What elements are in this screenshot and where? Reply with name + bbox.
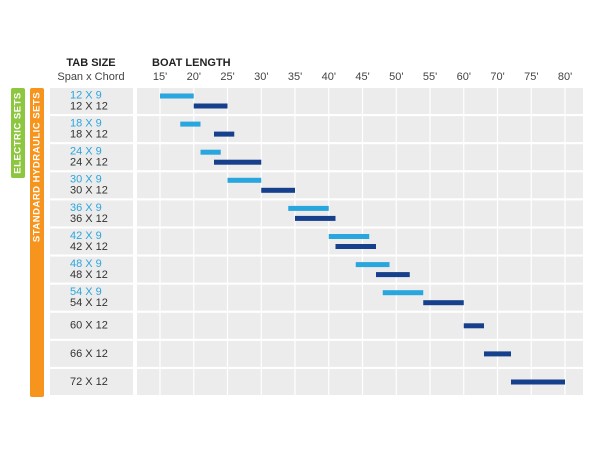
row-band [137,172,583,199]
row-band [137,200,583,227]
range-bar [376,272,410,278]
range-bar [193,103,228,109]
label-cell [50,200,133,227]
x-tick-label: 60' [457,71,471,83]
tab-label: 66 X 12 [70,348,108,360]
tab-label: 60 X 12 [70,320,108,332]
side-band [11,88,25,178]
tab-label: 18 X 9 [70,118,102,130]
tab-label: 36 X 9 [70,202,102,214]
axis-title: BOAT LENGTH [152,57,231,69]
tab-label: 42 X 12 [70,241,108,253]
tab-header: TAB SIZE [66,57,115,69]
range-bar [382,290,424,296]
label-cell [50,284,133,311]
tab-subheader: Span x Chord [57,71,124,83]
row-band [137,88,583,114]
range-bar [214,159,262,165]
range-bar [484,351,511,357]
x-tick-label: 55' [423,71,437,83]
tab-label: 72 X 12 [70,376,108,388]
side-label: ELECTRIC SETS [13,92,24,173]
range-bar [261,187,295,193]
range-bar [160,93,194,99]
tab-label: 30 X 12 [70,185,108,197]
range-bar [355,262,390,268]
row-band [137,340,583,367]
range-bar [463,323,484,329]
label-cell [50,369,133,395]
range-bar [200,149,221,155]
x-tick-label: 25' [220,71,234,83]
range-bar [335,244,376,249]
tab-label: 48 X 9 [70,258,102,270]
x-tick-label: 15' [153,71,167,83]
tab-label: 24 X 9 [70,146,102,158]
range-bar [295,215,336,221]
row-band [137,284,583,311]
tab-label: 12 X 12 [70,100,108,112]
label-cell [50,312,133,339]
range-bar [227,177,262,183]
x-tick-label: 30' [254,71,268,83]
label-cell [50,116,133,143]
label-cell [50,144,133,171]
row-band [137,144,583,171]
row-band [137,228,583,255]
tab-label: 30 X 9 [70,174,102,186]
x-tick-label: 50' [389,71,403,83]
row-band [137,116,583,143]
side-band [30,88,44,397]
x-tick-label: 75' [524,71,538,83]
range-bar [328,234,370,239]
x-tick-label: 40' [322,71,336,83]
tab-label: 36 X 12 [70,213,108,225]
row-band [137,256,583,283]
range-bar [423,300,464,306]
range-bar [511,379,565,385]
tab-label: 18 X 12 [70,129,108,141]
label-cell [50,340,133,367]
label-cell [50,256,133,283]
side-label: STANDARD HYDRAULIC SETS [32,92,43,242]
range-bar [288,205,329,211]
tab-label: 54 X 12 [70,297,108,309]
tab-label: 42 X 9 [70,230,102,242]
x-tick-label: 70' [490,71,504,83]
range-bar [180,121,201,127]
x-tick-label: 35' [288,71,302,83]
tab-label: 48 X 12 [70,269,108,281]
label-cell [50,88,133,114]
label-cell [50,172,133,199]
range-bar [214,131,235,137]
tab-label: 12 X 9 [70,89,102,101]
x-tick-label: 45' [355,71,369,83]
row-band [137,369,583,395]
label-cell [50,228,133,255]
tab-label: 24 X 12 [70,157,108,169]
tab-label: 54 X 9 [70,286,102,298]
row-band [137,312,583,339]
x-tick-label: 80' [558,71,572,83]
x-tick-label: 20' [187,71,201,83]
